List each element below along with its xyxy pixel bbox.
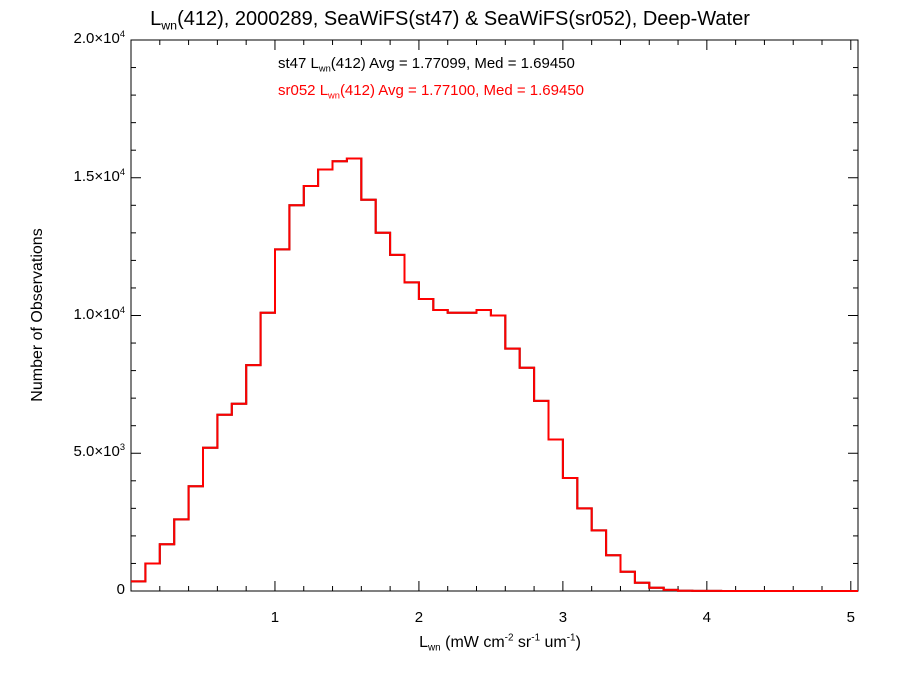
stats-st47: st47 Lwn(412) Avg = 1.77099, Med = 1.694… <box>278 55 575 74</box>
y-tick-label: 1.0×104 <box>73 304 125 323</box>
stats-sr052: sr052 Lwn(412) Avg = 1.77100, Med = 1.69… <box>278 82 585 101</box>
chart-title: Lwn(412), 2000289, SeaWiFS(st47) & SeaWi… <box>150 8 750 33</box>
y-tick-label: 5.0×103 <box>73 442 125 461</box>
x-axis-label: Lwn (mW cm-2 sr-1 um-1) <box>419 632 581 654</box>
x-tick-label: 5 <box>847 609 855 626</box>
x-tick-label: 1 <box>271 609 279 626</box>
x-tick-label: 2 <box>415 609 423 626</box>
y-tick-label: 0 <box>116 581 125 598</box>
x-tick-label: 4 <box>703 609 711 626</box>
x-tick-label: 3 <box>559 609 567 626</box>
y-tick-label: 2.0×104 <box>73 28 125 47</box>
histogram-series-sr052 <box>131 157 858 592</box>
histogram-series-st47 <box>131 157 858 592</box>
axis-ticks: 1 2 3 4 5 <box>130 39 858 626</box>
y-axis-label: Number of Observations <box>29 228 46 402</box>
histogram-lines <box>131 157 858 592</box>
y-tick-label: 1.5×104 <box>73 166 125 185</box>
